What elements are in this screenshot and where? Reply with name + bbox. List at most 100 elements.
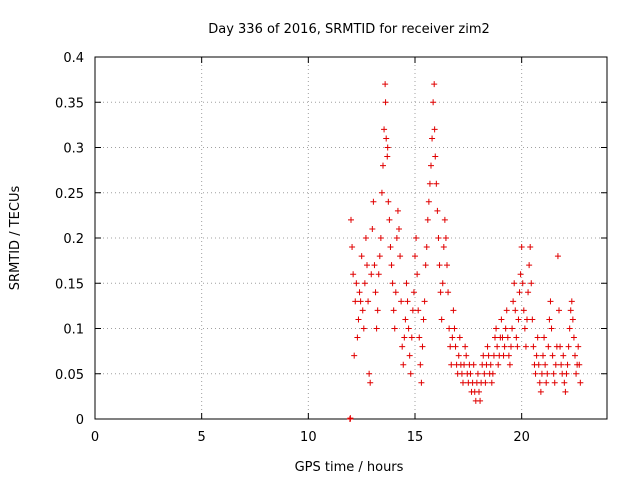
data-point — [424, 216, 431, 223]
data-point — [528, 280, 535, 287]
data-point — [508, 343, 514, 350]
data-point — [400, 361, 407, 368]
data-point — [502, 325, 509, 332]
data-point — [419, 343, 426, 350]
data-point — [394, 207, 401, 214]
data-point — [449, 334, 456, 341]
data-point — [493, 325, 500, 332]
data-point — [558, 361, 565, 368]
data-point — [500, 352, 507, 359]
data-point — [512, 307, 519, 314]
data-point — [548, 325, 555, 332]
data-point — [375, 271, 382, 278]
data-point — [446, 325, 453, 332]
data-point — [359, 307, 366, 314]
data-point — [511, 280, 518, 287]
data-point — [520, 307, 527, 314]
data-point — [498, 316, 505, 323]
data-point — [378, 189, 385, 196]
data-point — [406, 352, 413, 359]
data-point — [445, 289, 452, 296]
data-point — [388, 262, 395, 269]
data-point — [515, 316, 522, 323]
data-point — [572, 352, 578, 359]
y-tick-label: 0.25 — [55, 187, 84, 202]
data-point — [374, 307, 381, 314]
data-point — [385, 198, 392, 205]
data-point — [434, 207, 441, 214]
data-point — [495, 361, 502, 368]
data-point — [451, 325, 458, 332]
data-point — [554, 253, 561, 260]
data-point — [518, 244, 525, 251]
data-point — [477, 397, 484, 404]
data-point — [563, 370, 570, 377]
data-point — [534, 334, 541, 341]
data-point — [455, 352, 462, 359]
y-tick-label: 0.3 — [63, 142, 84, 157]
data-point — [361, 280, 368, 287]
data-point — [414, 271, 421, 278]
data-point — [384, 153, 391, 160]
data-point — [557, 343, 564, 350]
data-point — [535, 361, 542, 368]
data-point — [433, 180, 440, 187]
data-point — [409, 307, 416, 314]
data-point — [565, 343, 572, 350]
data-point — [430, 99, 437, 106]
data-point — [577, 379, 584, 386]
data-point — [501, 343, 508, 350]
data-point — [372, 289, 379, 296]
data-point — [510, 298, 517, 305]
data-point — [371, 262, 378, 269]
data-point — [390, 307, 397, 314]
data-point — [569, 316, 576, 323]
data-point — [383, 135, 390, 142]
data-point — [566, 325, 573, 332]
data-point — [413, 235, 420, 241]
data-point — [564, 361, 571, 368]
data-point — [533, 352, 540, 359]
data-point — [417, 361, 424, 368]
data-point — [404, 298, 411, 305]
data-point — [423, 244, 430, 251]
y-tick-label: 0.15 — [55, 277, 84, 292]
data-point — [529, 316, 536, 323]
data-point — [519, 280, 526, 287]
data-point — [351, 352, 358, 359]
data-point — [526, 262, 533, 269]
data-point — [367, 379, 374, 386]
data-point — [460, 379, 466, 386]
data-point — [503, 307, 510, 314]
data-point — [429, 135, 436, 142]
data-point — [356, 289, 363, 296]
data-point — [438, 316, 445, 323]
data-point — [349, 244, 356, 251]
data-point — [550, 370, 557, 377]
data-point — [522, 343, 529, 350]
chart-title: Day 336 of 2016, SRMTID for receiver zim… — [208, 22, 490, 37]
data-point — [516, 289, 523, 296]
data-point — [365, 298, 372, 305]
data-point — [426, 180, 433, 187]
data-point — [387, 244, 394, 251]
data-point — [444, 262, 450, 269]
data-point — [484, 343, 491, 350]
x-axis-label: GPS time / hours — [295, 460, 404, 475]
data-point — [541, 334, 548, 341]
data-point — [354, 334, 361, 341]
data-point — [547, 298, 554, 305]
data-point — [362, 235, 369, 241]
data-point — [428, 162, 434, 169]
data-point — [418, 379, 425, 386]
data-point — [521, 325, 528, 332]
data-point — [576, 361, 583, 368]
data-point — [415, 307, 422, 314]
x-tick-label: 15 — [407, 430, 424, 445]
data-point — [369, 225, 376, 232]
data-point — [397, 253, 404, 260]
y-tick-label: 0.4 — [63, 51, 84, 66]
data-point — [524, 316, 530, 323]
data-point — [568, 298, 575, 305]
data-point — [538, 370, 545, 377]
